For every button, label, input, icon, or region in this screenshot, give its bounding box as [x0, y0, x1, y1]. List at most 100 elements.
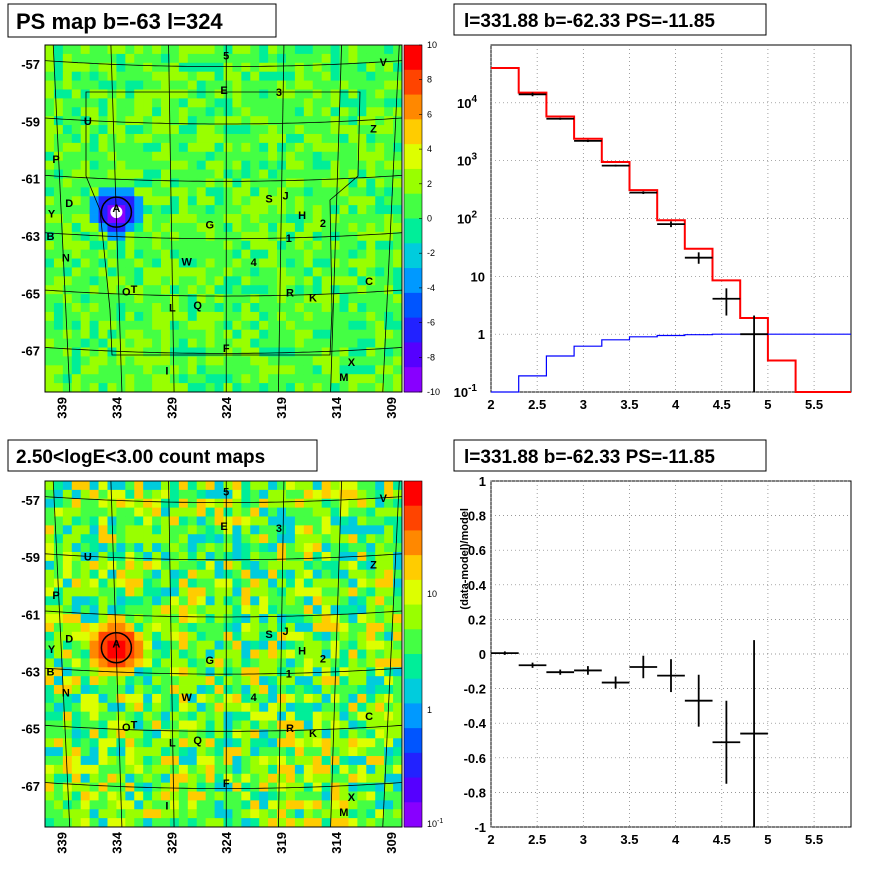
heatmap-cell	[53, 667, 64, 677]
heatmap-cell	[294, 62, 305, 73]
heatmap-cell	[169, 614, 180, 624]
heatmap-cell	[375, 605, 385, 615]
heatmap-cell	[384, 543, 394, 553]
heatmap-cell	[107, 133, 117, 144]
heatmap-cell	[384, 231, 394, 242]
heatmap-cell	[294, 764, 305, 775]
heatmap-cell	[196, 356, 207, 366]
heatmap-cell	[241, 125, 251, 135]
heatmap-cell	[125, 178, 135, 188]
heatmap-cell	[116, 178, 126, 188]
heatmap-cell	[393, 311, 403, 322]
heatmap-cell	[45, 658, 55, 668]
heatmap-cell	[187, 169, 198, 179]
heatmap-cell	[89, 169, 99, 179]
heatmap-cell	[384, 764, 394, 775]
heatmap-cell	[268, 222, 278, 233]
heatmap-cell	[259, 80, 269, 90]
heatmap-cell	[232, 205, 242, 215]
heatmap-cell	[71, 196, 82, 206]
heatmap-cell	[71, 267, 82, 277]
heatmap-cell	[241, 249, 251, 259]
heatmap-cell	[125, 489, 135, 500]
heatmap-cell	[232, 151, 242, 162]
heatmap-cell	[196, 773, 207, 784]
heatmap-cell	[178, 89, 189, 99]
heatmap-cell	[268, 685, 278, 695]
heatmap-cell	[107, 738, 117, 748]
heatmap-cell	[143, 356, 153, 366]
heatmap-cell	[232, 640, 242, 650]
source-label: W	[182, 257, 193, 269]
heatmap-cell	[393, 45, 403, 55]
heatmap-cell	[205, 667, 215, 677]
heatmap-cell	[223, 285, 233, 295]
heatmap-cell	[80, 285, 91, 295]
heatmap-cell	[89, 240, 99, 251]
heatmap-cell	[89, 711, 99, 721]
heatmap-cell	[303, 133, 314, 144]
heatmap-cell	[312, 107, 323, 117]
heatmap-cell	[250, 773, 260, 784]
heatmap-cell	[178, 631, 189, 642]
heatmap-cell	[393, 782, 403, 792]
heatmap-cell	[196, 667, 207, 677]
heatmap-cell	[384, 205, 394, 215]
heatmap-cell	[375, 578, 385, 588]
heatmap-cell	[98, 196, 108, 206]
heatmap-cell	[134, 809, 144, 819]
heatmap-cell	[250, 578, 260, 588]
heatmap-cell	[152, 747, 162, 757]
heatmap-cell	[268, 89, 278, 99]
heatmap-cell	[366, 320, 376, 331]
heatmap-cell	[80, 729, 91, 739]
heatmap-cell	[366, 676, 376, 686]
heatmap-cell	[205, 249, 215, 259]
heatmap-cell	[205, 347, 215, 357]
heatmap-cell	[223, 791, 233, 801]
heatmap-cell	[116, 133, 126, 144]
heatmap-cell	[375, 187, 385, 197]
heatmap-cell	[223, 711, 233, 721]
heatmap-cell	[330, 738, 340, 748]
heatmap-cell	[393, 649, 403, 659]
heatmap-cell	[268, 142, 278, 153]
heatmap-cell	[187, 498, 198, 509]
heatmap-cell	[393, 685, 403, 695]
heatmap-cell	[384, 756, 394, 766]
heatmap-cell	[268, 374, 278, 384]
heatmap-cell	[348, 676, 358, 686]
heatmap-cell	[125, 125, 135, 135]
heatmap-cell	[384, 214, 394, 224]
heatmap-cell	[45, 587, 55, 597]
heatmap-cell	[330, 98, 340, 108]
heatmap-cell	[393, 631, 403, 642]
heatmap-cell	[178, 685, 189, 695]
heatmap-cell	[169, 676, 180, 686]
heatmap-cell	[178, 622, 189, 633]
heatmap-cell	[205, 569, 215, 579]
heatmap-cell	[143, 818, 153, 828]
x-tick-label: 319	[274, 397, 289, 419]
heatmap-cell	[116, 596, 126, 606]
heatmap-cell	[241, 294, 251, 304]
heatmap-cell	[250, 676, 260, 686]
heatmap-cell	[330, 80, 340, 90]
heatmap-cell	[241, 196, 251, 206]
heatmap-cell	[116, 169, 126, 179]
heatmap-cell	[169, 791, 180, 801]
heatmap-cell	[339, 285, 349, 295]
heatmap-cell	[375, 365, 385, 375]
heatmap-cell	[384, 631, 394, 642]
heatmap-cell	[45, 605, 55, 615]
heatmap-cell	[161, 756, 171, 766]
heatmap-cell	[53, 276, 64, 286]
heatmap-cell	[375, 622, 385, 633]
heatmap-cell	[45, 303, 55, 313]
heatmap-cell	[214, 809, 224, 819]
heatmap-cell	[62, 507, 73, 517]
heatmap-cell	[268, 365, 278, 375]
heatmap-cell	[259, 640, 269, 650]
residual-title: l=331.88 b=-62.33 PS=-11.85	[464, 447, 715, 468]
heatmap-cell	[71, 151, 82, 162]
